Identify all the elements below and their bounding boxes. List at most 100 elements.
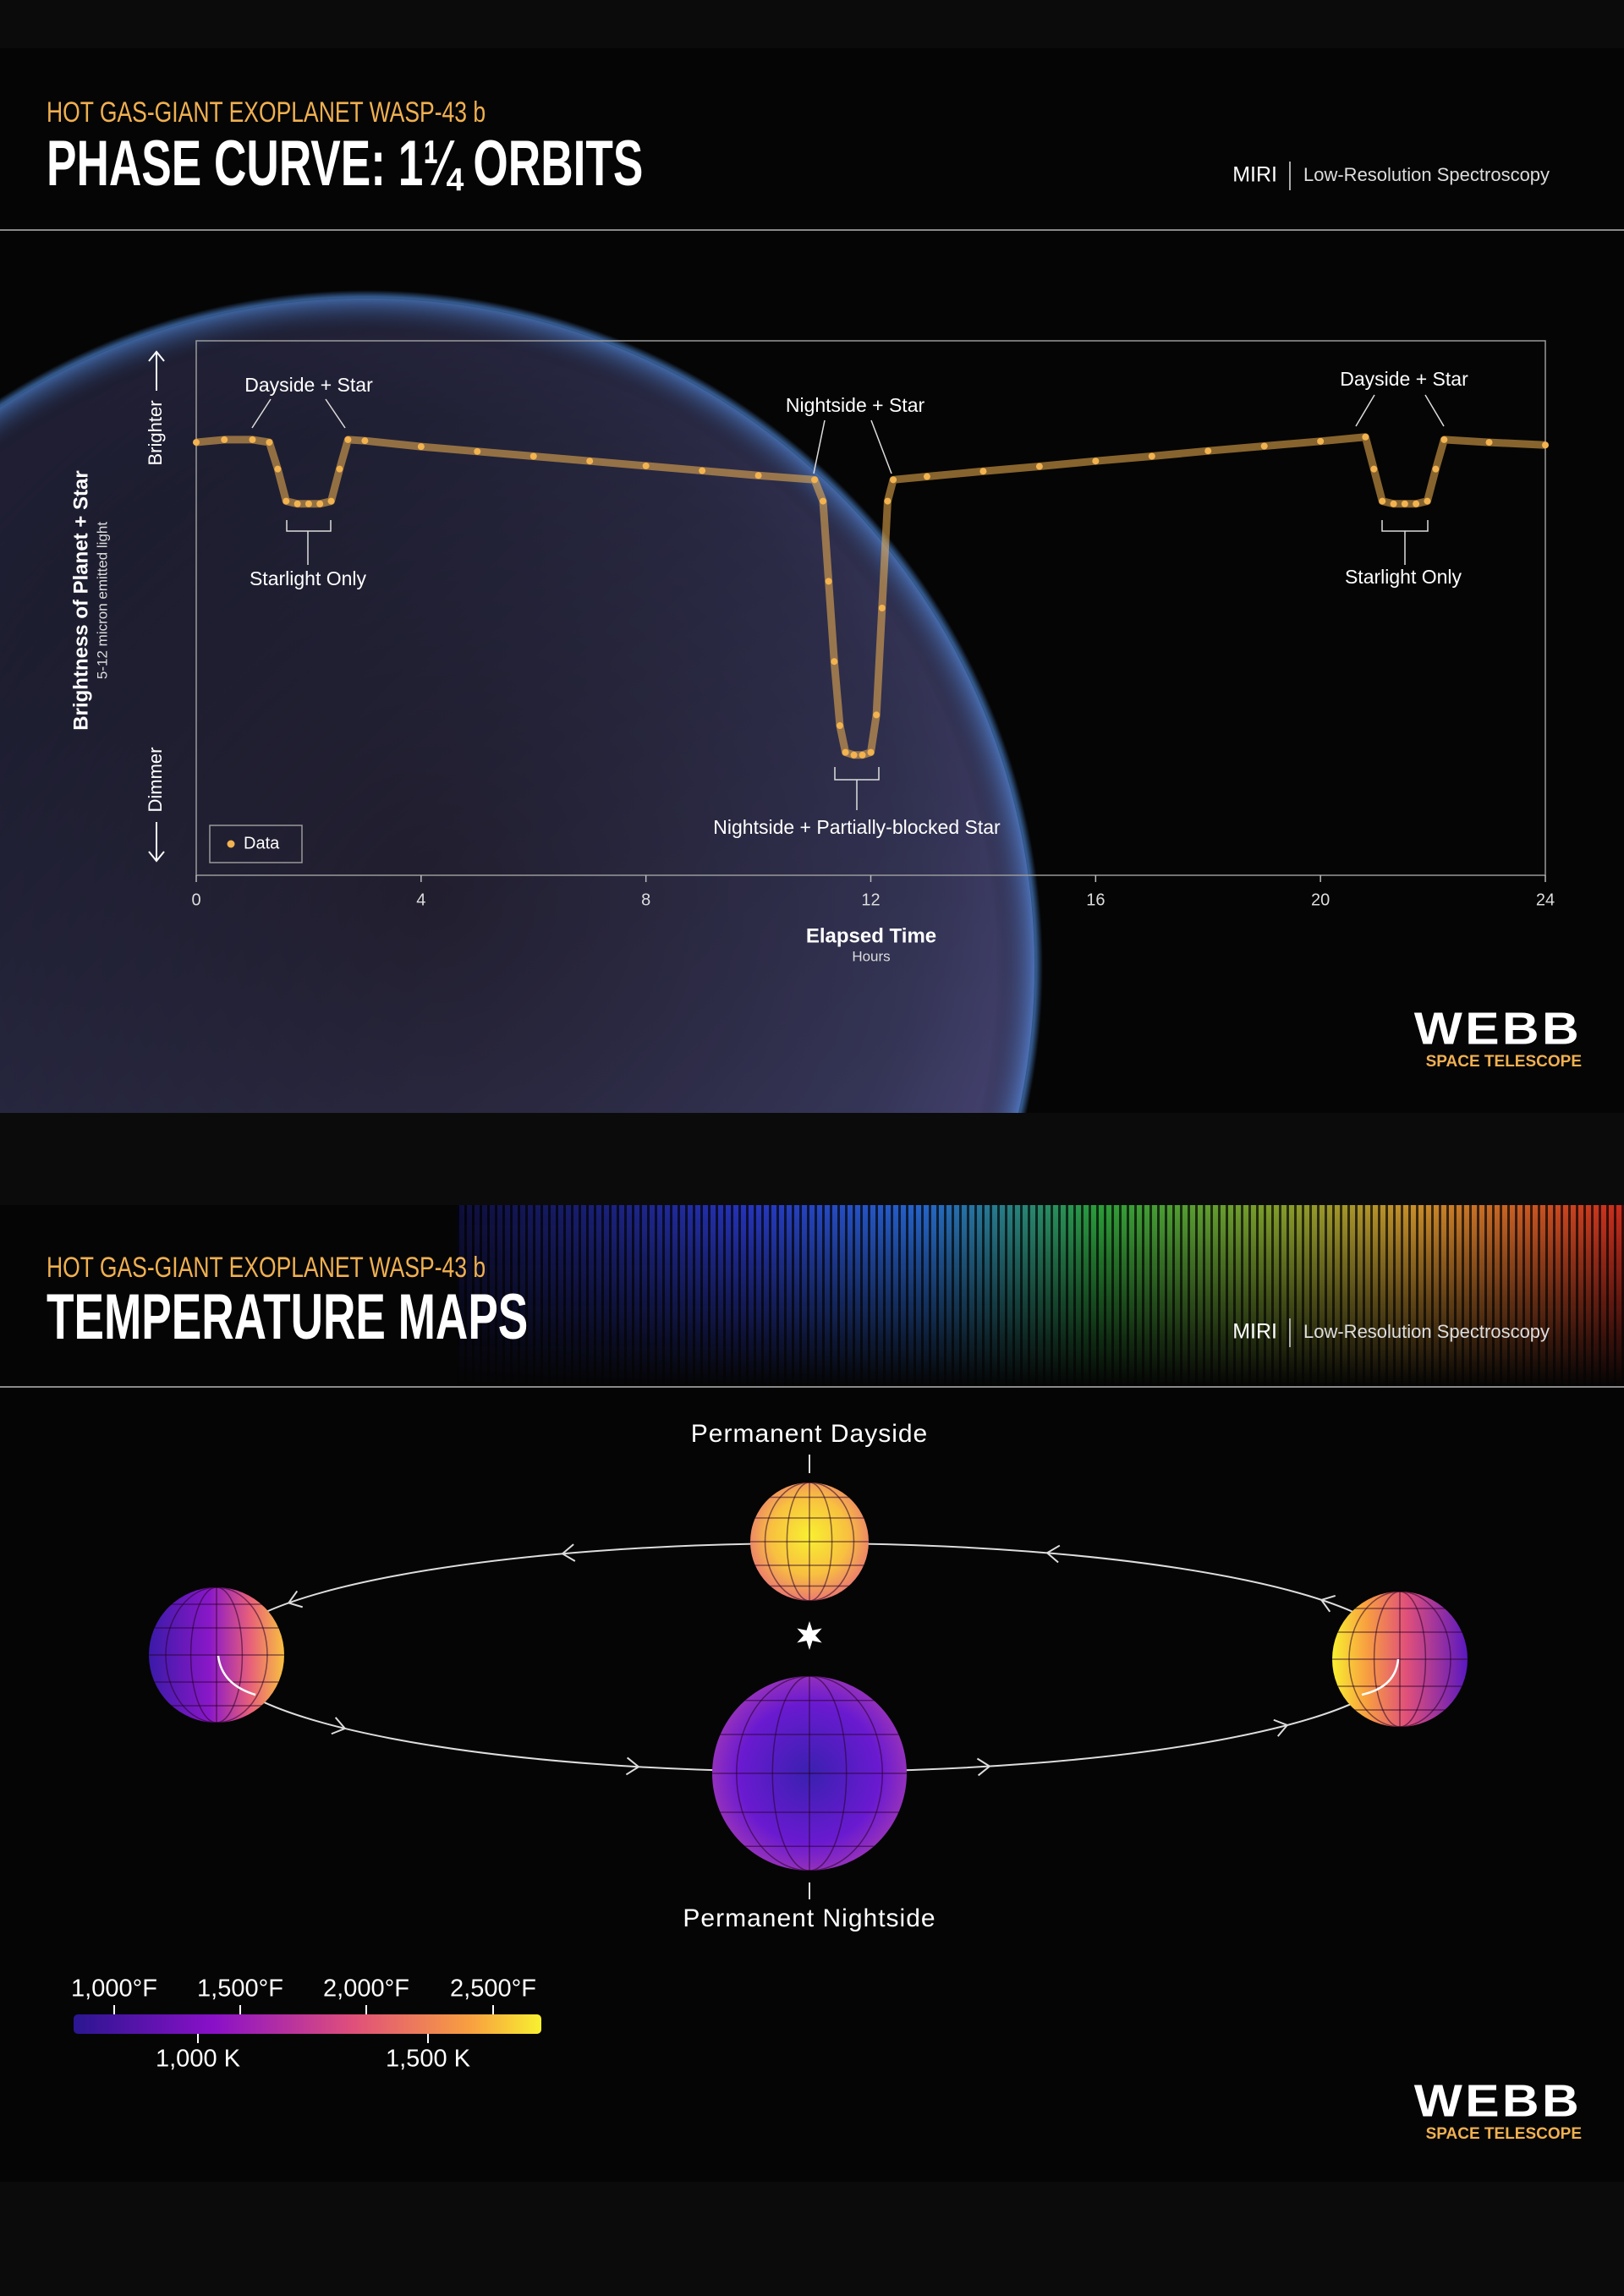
data-point (1379, 497, 1386, 505)
orbit-arc (217, 1655, 256, 1696)
data-point (884, 497, 892, 505)
data-point (294, 500, 301, 507)
annotation: Nightside + Partially-blocked Star (713, 816, 1001, 838)
planet (712, 1676, 907, 1871)
leader-line (286, 520, 332, 565)
y-axis-sublabel: 5-12 micron emitted light (94, 522, 110, 679)
orbit-arrow (1320, 1594, 1336, 1613)
data-point (327, 497, 335, 505)
data-point (417, 443, 425, 451)
data-point (193, 439, 200, 447)
subtitle: HOT GAS-GIANT EXOPLANET WASP-43 b (47, 96, 486, 129)
logo: WEBB (1414, 1003, 1582, 1054)
logo: WEBB (1414, 2075, 1582, 2126)
colorbar-label: 2,000°F (323, 1975, 409, 2003)
data-point (336, 465, 343, 473)
subtitle: HOT GAS-GIANT EXOPLANET WASP-43 b (47, 1252, 486, 1284)
data-point (831, 658, 838, 666)
data-point (820, 497, 827, 505)
legend-marker (227, 840, 235, 848)
y-bottom-label: Dimmer (145, 748, 166, 813)
data-point (1432, 465, 1440, 473)
colorbar-label: 1,000 K (156, 2046, 241, 2073)
orbit-arrow (561, 1543, 576, 1562)
data-point (283, 497, 290, 505)
data-point (1424, 497, 1431, 505)
colorbar-label: 1,500°F (197, 1975, 283, 2003)
data-point (1440, 436, 1448, 443)
dayside-label: Permanent Dayside (691, 1420, 928, 1448)
logo-tagline: SPACE TELESCOPE (1426, 1053, 1582, 1071)
data-point (867, 748, 875, 756)
orbit-arrow (1045, 1544, 1061, 1564)
data-point (361, 437, 369, 445)
data-point (1317, 437, 1325, 445)
orbit-arrow (331, 1717, 347, 1735)
leader-line (1355, 394, 1445, 427)
data-point (836, 722, 843, 730)
y-axis-label: Brightness of Planet + Star (69, 470, 92, 730)
annotation: Starlight Only (1345, 566, 1462, 588)
annotation: Dayside + Star (244, 374, 373, 396)
data-point (586, 458, 594, 465)
spectrum-strip (457, 1205, 1624, 1387)
leader-line (813, 419, 892, 474)
annotation: Nightside + Star (786, 394, 925, 416)
data-point (825, 578, 832, 585)
colorbar-label: 1,500 K (386, 2046, 471, 2073)
nightside-label: Permanent Nightside (683, 1904, 935, 1932)
leader-line (251, 398, 346, 429)
instrument: MIRI (1232, 163, 1277, 187)
data-point (316, 500, 324, 507)
data-point (890, 476, 897, 484)
data-point (811, 476, 819, 484)
legend-box (209, 825, 303, 863)
data-point (979, 468, 987, 475)
data-point (842, 748, 849, 756)
data-point (642, 462, 650, 469)
orbit-arrow (287, 1590, 304, 1608)
data-point (1390, 500, 1397, 507)
data-point (474, 447, 481, 455)
arrow (148, 350, 165, 391)
data-band (195, 433, 1546, 759)
leader-line (1381, 520, 1429, 565)
data-point (1204, 447, 1212, 455)
data-point (344, 436, 352, 443)
data-point (1370, 465, 1378, 473)
logo-tagline: SPACE TELESCOPE (1426, 2125, 1582, 2143)
data-point (923, 473, 930, 480)
planet (750, 1482, 869, 1601)
x-tick-label: 24 (1536, 890, 1555, 909)
data-point (274, 465, 282, 473)
leader-line (834, 767, 880, 810)
data-point (249, 436, 256, 443)
annotation: Starlight Only (250, 567, 367, 589)
x-tick-label: 12 (861, 890, 880, 909)
data-point (878, 605, 886, 611)
data-point (1092, 458, 1100, 465)
data-point (850, 751, 858, 759)
planet (1332, 1592, 1468, 1727)
data-point (1401, 500, 1408, 507)
data-point (1542, 441, 1549, 449)
orbit-arrow (625, 1756, 640, 1776)
planet (149, 1587, 284, 1723)
data-point (1148, 452, 1155, 460)
planet-grid (750, 1482, 869, 1601)
x-axis-label: Elapsed Time (806, 924, 936, 947)
x-axis-sublabel: Hours (852, 948, 890, 964)
instrument: MIRI (1232, 1320, 1277, 1344)
data-point (873, 711, 881, 719)
x-tick-label: 16 (1086, 890, 1105, 909)
colorbar-label: 2,500°F (450, 1975, 536, 2003)
data-point (221, 436, 228, 443)
data-point (266, 439, 273, 447)
data-point (304, 500, 312, 507)
title: TEMPERATURE MAPS (47, 1281, 528, 1353)
data-point (1413, 500, 1420, 507)
orbit-arrow (976, 1757, 991, 1777)
data-point (1035, 463, 1043, 470)
annotation: Dayside + Star (1340, 368, 1468, 390)
